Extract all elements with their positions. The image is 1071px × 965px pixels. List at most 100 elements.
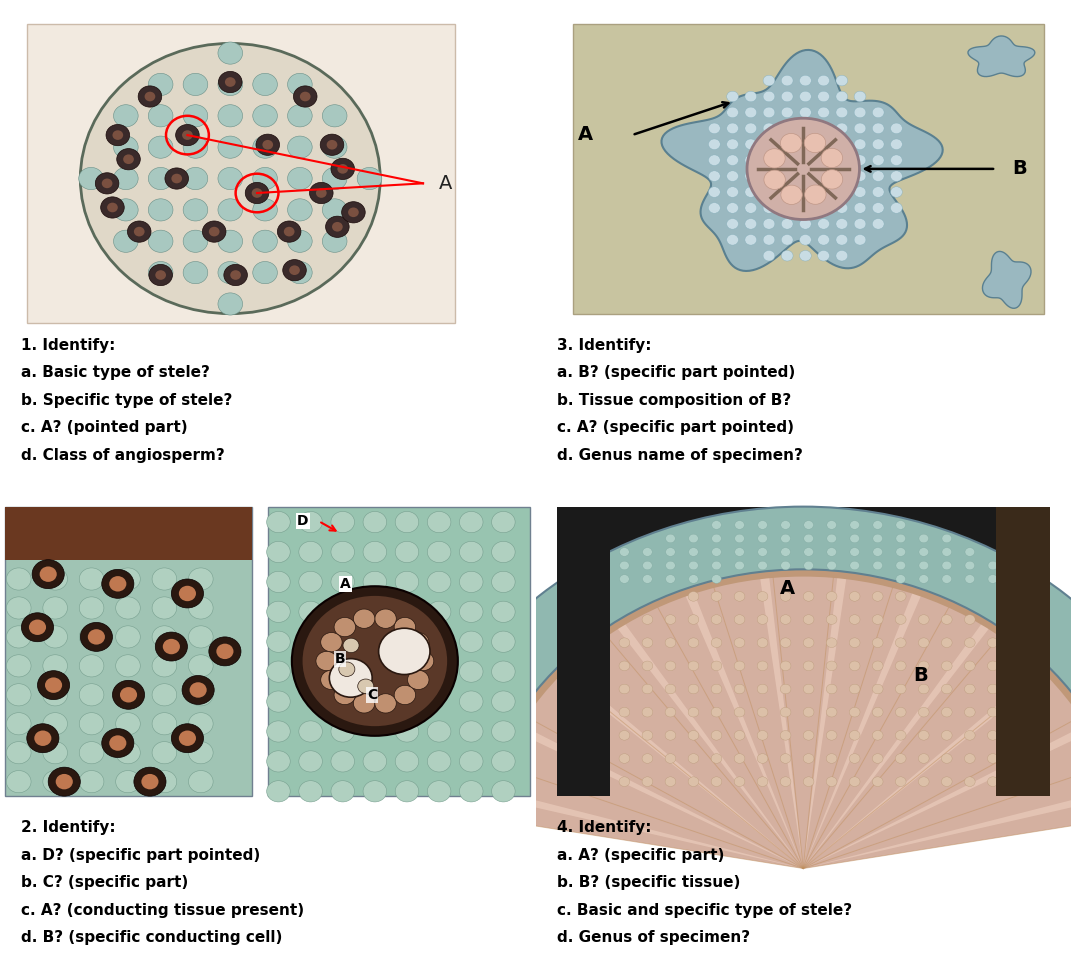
Circle shape: [79, 683, 104, 706]
Circle shape: [182, 676, 214, 704]
Circle shape: [726, 234, 739, 245]
Circle shape: [29, 620, 46, 635]
Circle shape: [873, 562, 883, 569]
Circle shape: [331, 721, 355, 742]
Circle shape: [872, 219, 885, 230]
Circle shape: [891, 155, 902, 166]
Circle shape: [850, 535, 859, 542]
Circle shape: [918, 638, 930, 648]
Circle shape: [800, 251, 812, 262]
Circle shape: [872, 707, 883, 717]
Circle shape: [116, 683, 140, 706]
Circle shape: [299, 511, 322, 533]
Circle shape: [665, 661, 676, 671]
Text: b. B? (specific tissue): b. B? (specific tissue): [557, 875, 740, 891]
Circle shape: [918, 731, 930, 740]
Circle shape: [152, 741, 177, 764]
Circle shape: [855, 123, 865, 134]
Circle shape: [818, 92, 830, 102]
Text: A: A: [780, 579, 795, 598]
Circle shape: [331, 158, 355, 179]
Circle shape: [114, 105, 138, 126]
Text: 4. Identify:: 4. Identify:: [557, 820, 651, 836]
Circle shape: [620, 562, 630, 569]
Circle shape: [895, 592, 906, 601]
Circle shape: [299, 751, 322, 772]
Circle shape: [149, 264, 172, 286]
Circle shape: [188, 596, 213, 620]
Circle shape: [459, 631, 483, 652]
Circle shape: [849, 684, 860, 694]
Circle shape: [688, 754, 698, 763]
Circle shape: [218, 231, 242, 252]
Circle shape: [138, 86, 162, 107]
Circle shape: [363, 541, 387, 563]
Circle shape: [267, 571, 290, 593]
Circle shape: [109, 735, 126, 751]
Circle shape: [134, 767, 166, 796]
Text: A: A: [578, 124, 593, 144]
Circle shape: [363, 571, 387, 593]
Circle shape: [267, 631, 290, 652]
Text: B: B: [1012, 158, 1027, 178]
Circle shape: [43, 770, 67, 793]
Circle shape: [80, 43, 380, 314]
Circle shape: [711, 638, 722, 648]
Circle shape: [781, 535, 790, 542]
Circle shape: [394, 685, 416, 704]
Circle shape: [188, 770, 213, 793]
Circle shape: [745, 139, 756, 150]
Circle shape: [855, 139, 865, 150]
Circle shape: [726, 155, 739, 166]
Circle shape: [492, 751, 515, 772]
Circle shape: [803, 638, 814, 648]
Circle shape: [709, 139, 720, 150]
Circle shape: [918, 661, 930, 671]
Circle shape: [919, 548, 929, 556]
Circle shape: [379, 628, 431, 675]
Circle shape: [827, 661, 838, 671]
Circle shape: [573, 777, 584, 786]
Circle shape: [619, 707, 630, 717]
Circle shape: [1011, 754, 1022, 763]
Text: d. Genus of specimen?: d. Genus of specimen?: [557, 930, 750, 946]
Circle shape: [745, 203, 756, 213]
Circle shape: [941, 615, 952, 624]
Wedge shape: [406, 507, 1071, 827]
Circle shape: [836, 219, 848, 230]
Circle shape: [253, 168, 277, 189]
Circle shape: [803, 707, 814, 717]
Circle shape: [267, 601, 290, 622]
Circle shape: [836, 123, 848, 134]
Circle shape: [152, 770, 177, 793]
Circle shape: [116, 712, 140, 735]
Circle shape: [267, 661, 290, 682]
Circle shape: [803, 548, 814, 556]
Text: a. Basic type of stele?: a. Basic type of stele?: [21, 366, 210, 380]
Circle shape: [818, 234, 830, 245]
Circle shape: [291, 586, 458, 735]
Circle shape: [891, 123, 902, 134]
Circle shape: [821, 170, 843, 189]
Circle shape: [332, 222, 343, 232]
Circle shape: [320, 671, 342, 690]
Circle shape: [764, 251, 775, 262]
Circle shape: [872, 661, 883, 671]
Circle shape: [781, 185, 802, 205]
Circle shape: [836, 203, 848, 213]
Circle shape: [757, 777, 768, 786]
Circle shape: [79, 770, 104, 793]
Circle shape: [287, 199, 313, 221]
Circle shape: [643, 548, 652, 556]
Circle shape: [459, 601, 483, 622]
Circle shape: [331, 571, 355, 593]
Circle shape: [800, 92, 812, 102]
Circle shape: [965, 562, 975, 569]
Wedge shape: [555, 664, 803, 868]
Circle shape: [320, 134, 344, 155]
Circle shape: [218, 73, 242, 96]
Circle shape: [190, 682, 207, 698]
Circle shape: [989, 575, 998, 583]
Circle shape: [6, 567, 31, 591]
Circle shape: [726, 107, 739, 118]
